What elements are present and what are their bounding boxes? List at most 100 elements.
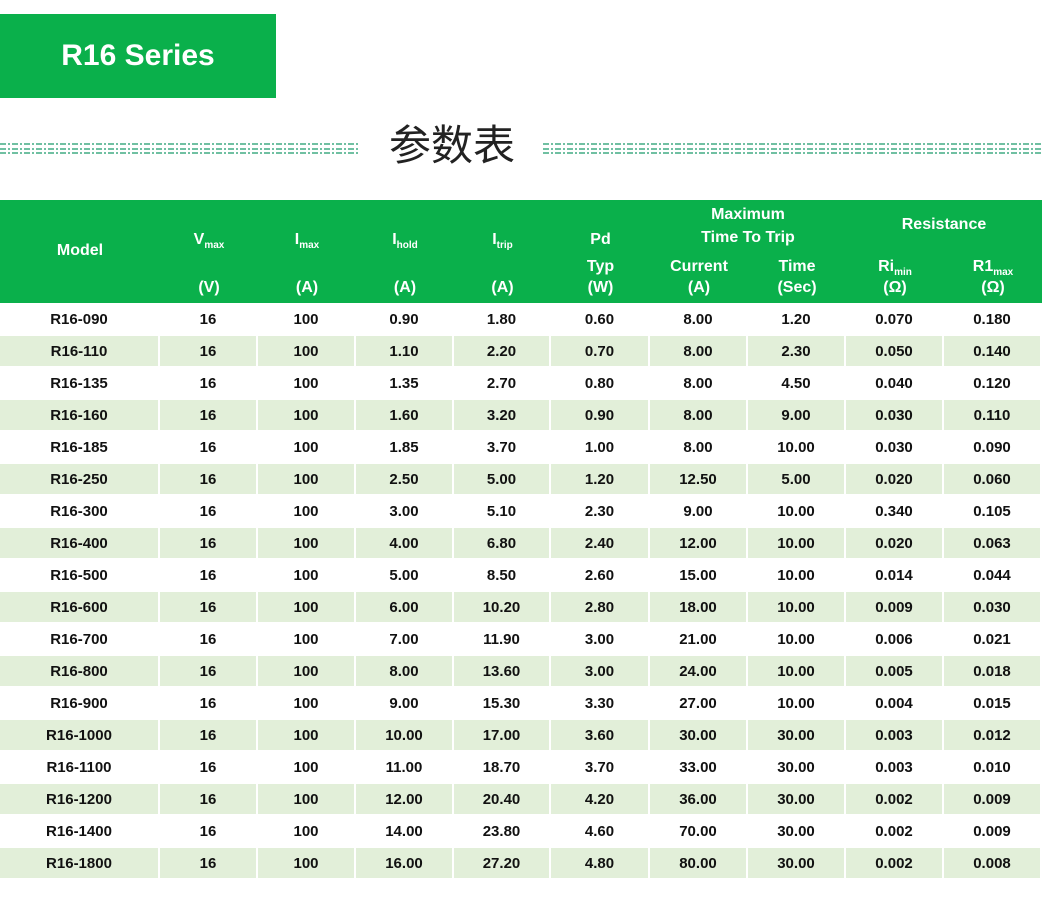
table-cell: 3.00 <box>551 656 650 686</box>
table-cell: 6.00 <box>356 592 454 622</box>
table-cell: 10.00 <box>356 720 454 750</box>
table-cell: 100 <box>258 688 356 718</box>
table-cell: 0.070 <box>846 304 944 334</box>
table-cell: R16-090 <box>0 304 160 334</box>
table-row: R16-1400 16 100 14.00 23.80 4.60 70.00 30.00 0.0… <box>0 816 1042 848</box>
table-cell: 7.00 <box>356 624 454 654</box>
table-cell: 16 <box>160 304 258 334</box>
table-cell: 8.00 <box>650 368 748 398</box>
table-cell: R16-300 <box>0 496 160 526</box>
table-row: R16-1200 16 100 12.00 20.40 4.20 36.00 30.00 0.0… <box>0 784 1042 816</box>
table-cell: 10.00 <box>748 432 846 462</box>
table-cell: 9.00 <box>650 496 748 526</box>
table-cell: R16-1000 <box>0 720 160 750</box>
table-cell: 100 <box>258 496 356 526</box>
table-cell: 10.00 <box>748 592 846 622</box>
table-cell: 3.70 <box>454 432 551 462</box>
table-cell: 9.00 <box>748 400 846 430</box>
table-cell: 0.090 <box>944 432 1042 462</box>
table-cell: R16-135 <box>0 368 160 398</box>
table-cell: 23.80 <box>454 816 551 846</box>
table-cell: 1.35 <box>356 368 454 398</box>
table-cell: 100 <box>258 656 356 686</box>
table-cell: 15.00 <box>650 560 748 590</box>
table-row: R16-400 16 100 4.00 6.80 2.40 12.00 10.00 0.020 0… <box>0 528 1042 560</box>
table-cell: 16 <box>160 720 258 750</box>
table-cell: R16-1400 <box>0 816 160 846</box>
column-unit: (V) <box>198 279 220 296</box>
table-cell: 16 <box>160 752 258 782</box>
table-cell: 16 <box>160 368 258 398</box>
table-cell: R16-600 <box>0 592 160 622</box>
table-cell: 70.00 <box>650 816 748 846</box>
column-subscript: max <box>993 267 1014 278</box>
table-cell: 2.60 <box>551 560 650 590</box>
table-cell: 0.140 <box>944 336 1042 366</box>
column-subscript: hold <box>396 240 418 251</box>
table-cell: 2.20 <box>454 336 551 366</box>
table-cell: 9.00 <box>356 688 454 718</box>
table-cell: 16 <box>160 816 258 846</box>
table-cell: 0.006 <box>846 624 944 654</box>
table-cell: 0.015 <box>944 688 1042 718</box>
column-header: R1max <box>944 257 1042 283</box>
table-cell: 100 <box>258 752 356 782</box>
table-cell: 16 <box>160 656 258 686</box>
table-cell: 2.40 <box>551 528 650 558</box>
table-cell: 5.00 <box>356 560 454 590</box>
table-row: R16-135 16 100 1.35 2.70 0.80 8.00 4.50 0.040 0.1… <box>0 368 1042 400</box>
table-cell: 4.80 <box>551 848 650 878</box>
table-row: R16-1100 16 100 11.00 18.70 3.70 33.00 30.00 0.0… <box>0 752 1042 784</box>
table-cell: R16-160 <box>0 400 160 430</box>
table-cell: 10.00 <box>748 528 846 558</box>
table-cell: 0.005 <box>846 656 944 686</box>
table-cell: 20.40 <box>454 784 551 814</box>
table-cell: 0.060 <box>944 464 1042 494</box>
column-header: Model <box>0 241 160 261</box>
table-cell: 100 <box>258 432 356 462</box>
table-cell: 16.00 <box>356 848 454 878</box>
group-header: Maximum <box>711 206 785 223</box>
column-unit: (Ω) <box>883 279 907 296</box>
table-cell: 16 <box>160 400 258 430</box>
table-cell: 4.60 <box>551 816 650 846</box>
table-row: R16-1800 16 100 16.00 27.20 4.80 80.00 30.00 0.0… <box>0 848 1042 880</box>
group-header: Resistance <box>901 216 987 233</box>
table-cell: 4.50 <box>748 368 846 398</box>
table-cell: 0.030 <box>846 432 944 462</box>
table-cell: 0.120 <box>944 368 1042 398</box>
column-header: Pd <box>551 230 650 250</box>
table-cell: 100 <box>258 368 356 398</box>
table-cell: 100 <box>258 848 356 878</box>
column-label: Pd <box>590 231 611 248</box>
table-cell: 0.105 <box>944 496 1042 526</box>
table-cell: 0.020 <box>846 528 944 558</box>
table-cell: 3.60 <box>551 720 650 750</box>
column-note: Typ <box>586 258 615 275</box>
table-cell: 11.00 <box>356 752 454 782</box>
table-cell: 10.00 <box>748 688 846 718</box>
table-cell: 8.00 <box>356 656 454 686</box>
table-cell: 0.040 <box>846 368 944 398</box>
table-cell: 4.00 <box>356 528 454 558</box>
table-cell: 24.00 <box>650 656 748 686</box>
table-cell: 100 <box>258 816 356 846</box>
table-cell: 18.70 <box>454 752 551 782</box>
table-cell: 2.30 <box>748 336 846 366</box>
table-cell: 0.180 <box>944 304 1042 334</box>
column-header: Rimin <box>846 257 944 283</box>
table-cell: 1.80 <box>454 304 551 334</box>
table-cell: 5.00 <box>748 464 846 494</box>
table-cell: 3.70 <box>551 752 650 782</box>
table-cell: 1.10 <box>356 336 454 366</box>
table-row: R16-600 16 100 6.00 10.20 2.80 18.00 10.00 0.009… <box>0 592 1042 624</box>
table-cell: 80.00 <box>650 848 748 878</box>
table-cell: 0.60 <box>551 304 650 334</box>
table-cell: 2.50 <box>356 464 454 494</box>
table-cell: 0.004 <box>846 688 944 718</box>
table-cell: 12.50 <box>650 464 748 494</box>
table-row: R16-500 16 100 5.00 8.50 2.60 15.00 10.00 0.014 0… <box>0 560 1042 592</box>
table-cell: 100 <box>258 304 356 334</box>
table-cell: 10.00 <box>748 656 846 686</box>
table-cell: R16-185 <box>0 432 160 462</box>
